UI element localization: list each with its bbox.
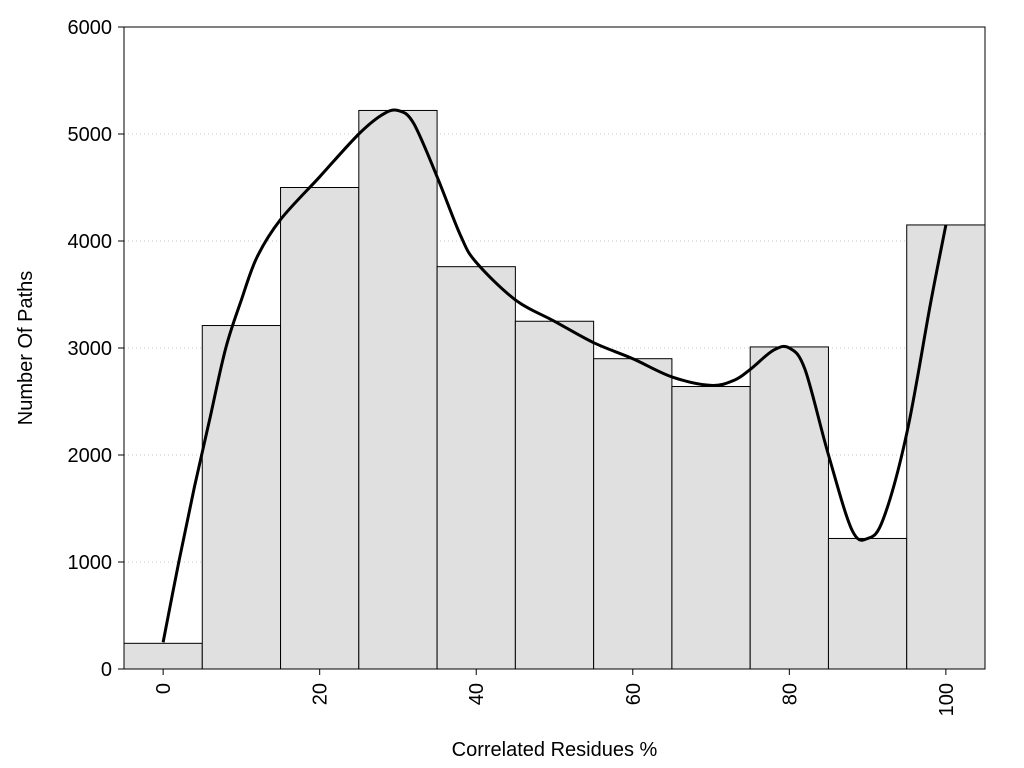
histogram-bar <box>436 266 516 670</box>
x-axis-ticks: 0 20 40 60 80 100 <box>153 669 958 716</box>
histogram-bar <box>280 187 360 670</box>
histogram-bar <box>514 320 595 670</box>
y-tick-label: 1000 <box>68 552 113 574</box>
histogram-bar <box>593 358 673 670</box>
x-tick-label: 20 <box>310 683 332 705</box>
y-axis-ticks: 0 1000 2000 3000 4000 5000 6000 <box>68 17 124 681</box>
histogram-bar <box>358 109 438 670</box>
y-tick-label: 6000 <box>68 17 113 39</box>
x-tick-label: 100 <box>936 683 958 716</box>
x-tick-label: 80 <box>779 683 801 705</box>
y-tick-label: 4000 <box>68 231 113 253</box>
y-tick-label: 2000 <box>68 445 113 467</box>
x-tick-label: 0 <box>153 683 175 694</box>
y-tick-label: 5000 <box>68 124 113 146</box>
histogram-bar <box>749 346 829 670</box>
histogram-bar <box>671 386 751 670</box>
density-curve <box>161 108 948 643</box>
y-tick-label: 3000 <box>68 338 113 360</box>
histogram-bar <box>906 224 986 670</box>
histogram-bars <box>123 109 986 670</box>
histogram-bar <box>827 537 908 670</box>
y-axis-title: Number Of Paths <box>15 271 37 426</box>
x-axis-title: Correlated Residues % <box>452 739 658 761</box>
x-tick-label: 60 <box>623 683 645 705</box>
x-tick-label: 40 <box>466 683 488 705</box>
y-tick-label: 0 <box>101 659 112 681</box>
histogram-bar <box>123 642 203 670</box>
histogram-bar <box>201 325 282 670</box>
